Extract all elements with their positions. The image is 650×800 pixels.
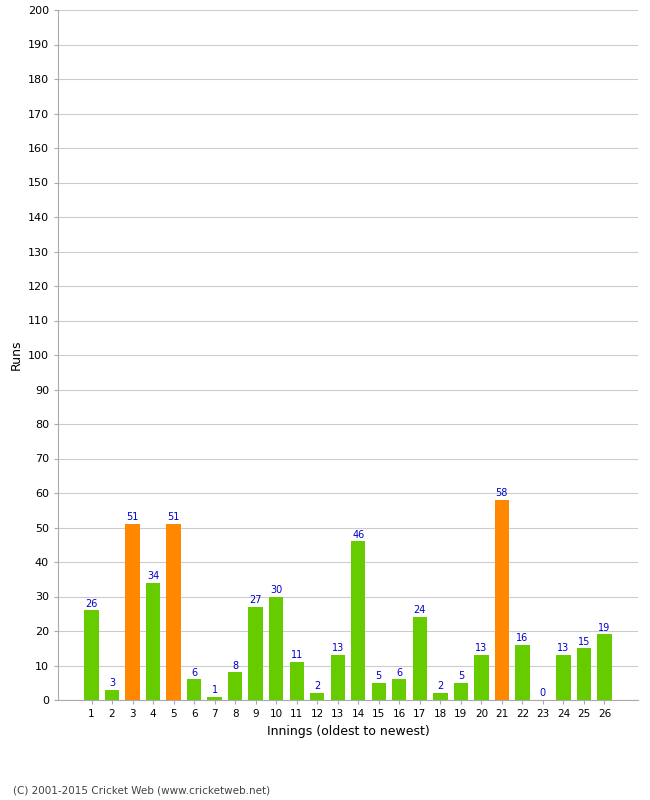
- Bar: [331, 655, 345, 700]
- Bar: [310, 693, 324, 700]
- Bar: [166, 524, 181, 700]
- X-axis label: Innings (oldest to newest): Innings (oldest to newest): [266, 725, 430, 738]
- Bar: [556, 655, 571, 700]
- Bar: [433, 693, 447, 700]
- Text: 3: 3: [109, 678, 115, 688]
- Text: 2: 2: [314, 682, 320, 691]
- Bar: [577, 648, 591, 700]
- Bar: [146, 582, 161, 700]
- Bar: [597, 634, 612, 700]
- Text: 30: 30: [270, 585, 282, 594]
- Bar: [372, 682, 386, 700]
- Bar: [413, 618, 427, 700]
- Text: 5: 5: [458, 671, 464, 681]
- Text: 1: 1: [212, 685, 218, 695]
- Text: (C) 2001-2015 Cricket Web (www.cricketweb.net): (C) 2001-2015 Cricket Web (www.cricketwe…: [13, 786, 270, 795]
- Text: 13: 13: [557, 643, 569, 654]
- Text: 6: 6: [191, 667, 197, 678]
- Bar: [84, 610, 99, 700]
- Bar: [515, 645, 530, 700]
- Bar: [289, 662, 304, 700]
- Text: 46: 46: [352, 530, 365, 539]
- Text: 16: 16: [516, 633, 528, 643]
- Text: 15: 15: [578, 637, 590, 646]
- Text: 2: 2: [437, 682, 443, 691]
- Text: 27: 27: [250, 595, 262, 605]
- Text: 26: 26: [85, 598, 98, 609]
- Bar: [125, 524, 140, 700]
- Bar: [351, 542, 365, 700]
- Bar: [187, 679, 202, 700]
- Bar: [495, 500, 509, 700]
- Text: 13: 13: [475, 643, 488, 654]
- Text: 58: 58: [496, 488, 508, 498]
- Bar: [228, 672, 242, 700]
- Bar: [392, 679, 406, 700]
- Text: 34: 34: [147, 571, 159, 581]
- Text: 11: 11: [291, 650, 303, 660]
- Text: 19: 19: [599, 622, 610, 633]
- Text: 6: 6: [396, 667, 402, 678]
- Bar: [474, 655, 489, 700]
- Text: 5: 5: [376, 671, 382, 681]
- Bar: [207, 697, 222, 700]
- Y-axis label: Runs: Runs: [9, 340, 22, 370]
- Text: 51: 51: [168, 512, 180, 522]
- Text: 51: 51: [126, 512, 138, 522]
- Bar: [105, 690, 119, 700]
- Text: 8: 8: [232, 661, 238, 670]
- Text: 24: 24: [413, 606, 426, 615]
- Text: 13: 13: [332, 643, 344, 654]
- Bar: [454, 682, 468, 700]
- Bar: [248, 607, 263, 700]
- Bar: [269, 597, 283, 700]
- Text: 0: 0: [540, 688, 546, 698]
